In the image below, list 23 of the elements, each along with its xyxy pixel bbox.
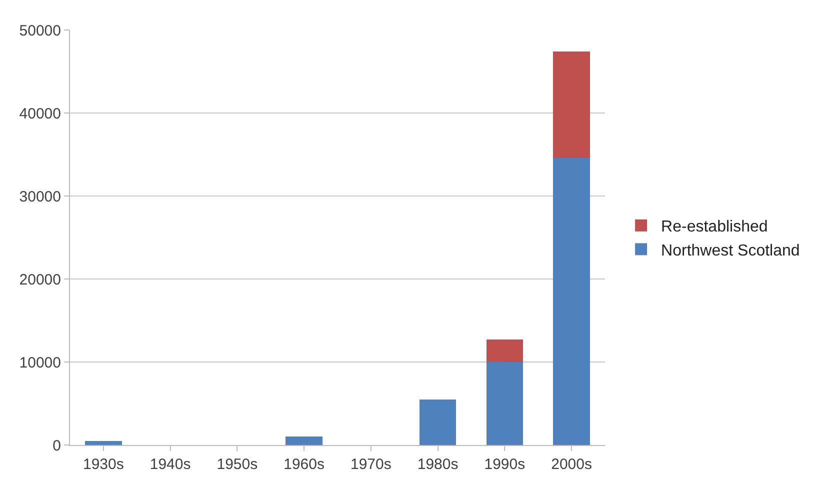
bar <box>486 340 524 362</box>
x-tick-label: 1930s <box>83 456 124 473</box>
x-tick-label: 2000s <box>551 456 592 473</box>
y-tick-label: 10000 <box>19 354 61 372</box>
y-tick-label: 40000 <box>19 105 61 122</box>
bar <box>85 440 122 445</box>
bar <box>419 399 456 445</box>
bar <box>553 158 590 445</box>
x-tick-label: 1950s <box>216 456 258 473</box>
legend-label: Northwest Scotland <box>661 242 800 260</box>
y-tick-label: 50000 <box>19 22 61 40</box>
legend-label: Re-established <box>661 218 768 236</box>
y-tick-label: 0 <box>52 437 61 454</box>
x-tick-label: 1970s <box>350 456 392 473</box>
x-tick-label: 1960s <box>284 456 324 473</box>
bar <box>553 52 590 158</box>
y-tick-label: 30000 <box>19 188 61 206</box>
y-tick-label: 20000 <box>19 271 61 288</box>
x-tick-label: 1940s <box>150 456 191 473</box>
x-tick-label: 1980s <box>417 456 458 473</box>
bar <box>486 362 524 445</box>
x-tick-label: 1990s <box>484 456 526 473</box>
bar <box>286 436 322 445</box>
